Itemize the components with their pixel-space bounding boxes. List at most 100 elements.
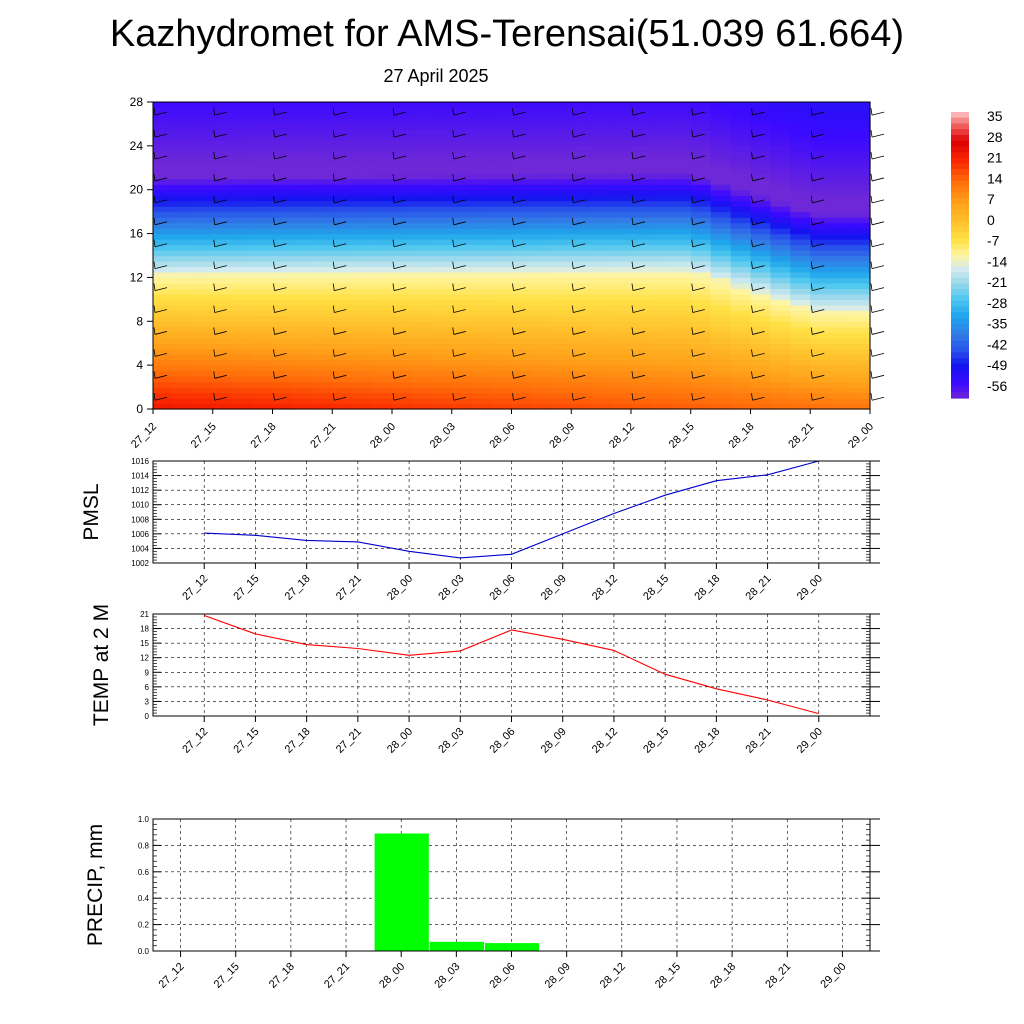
heatmap-cell: [591, 162, 612, 169]
heatmap-cell: [392, 315, 413, 322]
heatmap-cell: [411, 217, 433, 224]
heatmap-cell: [631, 288, 652, 295]
heatmap-cell: [690, 255, 712, 262]
wind-barb: [392, 283, 407, 291]
heatmap-cell: [670, 315, 692, 322]
heatmap-cell: [292, 392, 313, 399]
heatmap-cell: [551, 118, 572, 125]
heatmap-cell: [491, 167, 513, 174]
heatmap-cell: [491, 365, 513, 372]
heatmap-cell: [571, 293, 592, 300]
heatmap-cell: [252, 365, 274, 372]
heatmap-cell: [332, 173, 353, 180]
heatmap-cell: [172, 260, 194, 268]
heatmap-cell: [631, 118, 652, 125]
heatmap-cell: [192, 189, 214, 196]
heatmap-cell: [153, 123, 174, 131]
heatmap-cell: [571, 343, 592, 350]
heatmap-cell: [392, 343, 413, 350]
heatmap-cell: [451, 140, 473, 147]
heatmap-cell: [830, 387, 851, 394]
heatmap-cell: [551, 403, 572, 410]
heatmap-cell: [192, 222, 214, 229]
heatmap-cell: [332, 354, 353, 361]
heatmap-cell: [192, 293, 214, 300]
heatmap-cell: [551, 315, 572, 322]
y-tick-label: 24: [130, 139, 144, 153]
heatmap-cell: [431, 211, 453, 218]
heatmap-cell: [631, 211, 652, 218]
heatmap-cell: [830, 365, 851, 372]
heatmap-cell: [750, 354, 772, 361]
heatmap-cell: [830, 217, 851, 224]
heatmap-cell: [252, 282, 274, 289]
heatmap-cell: [471, 167, 493, 174]
heatmap-cell: [232, 277, 254, 284]
heatmap-cell: [591, 118, 612, 125]
heatmap-cell: [153, 288, 174, 295]
heatmap-cell: [272, 348, 294, 355]
heatmap-cell: [551, 365, 572, 372]
heatmap-cell: [272, 239, 294, 246]
heatmap-cell: [770, 387, 791, 394]
heatmap-cell: [292, 310, 313, 317]
heatmap-cell: [352, 299, 373, 306]
heatmap-cell: [332, 288, 353, 295]
heatmap-cell: [491, 184, 513, 191]
heatmap-cell: [153, 381, 174, 388]
heatmap-cell: [611, 134, 632, 141]
wind-barb: [512, 151, 526, 160]
wind-barb: [571, 327, 586, 335]
heatmap-cell: [232, 129, 254, 136]
heatmap-cell: [272, 184, 294, 191]
heatmap-cell: [212, 200, 234, 207]
heatmap-cell: [431, 315, 453, 322]
heatmap-cell: [172, 271, 194, 279]
heatmap-cell: [252, 151, 274, 158]
heatmap-cell: [491, 288, 513, 295]
heatmap-cell: [372, 140, 393, 147]
heatmap-cell: [591, 233, 612, 240]
heatmap-cell: [591, 167, 612, 174]
chart-title: Kazhydromet for AMS-Terensai(51.039 61.6…: [109, 13, 905, 55]
heatmap-cell: [770, 195, 791, 202]
wind-barb: [153, 195, 168, 204]
heatmap-cell: [252, 156, 274, 163]
x-tick-label: 27_15: [231, 726, 261, 756]
heatmap-cell: [631, 184, 652, 191]
heatmap-cell: [850, 293, 871, 300]
heatmap-cell: [312, 343, 333, 350]
wind-barb: [392, 349, 407, 357]
heatmap-cell: [272, 162, 294, 169]
heatmap-cell: [690, 310, 712, 317]
heatmap-cell: [790, 343, 811, 350]
heatmap-cell: [591, 102, 612, 109]
x-tick-label: 28_15: [667, 421, 697, 451]
y-tick-label: 1006: [131, 530, 149, 539]
heatmap-cell: [571, 162, 592, 169]
heatmap-cell: [292, 250, 313, 257]
colorbar-segment: [951, 340, 969, 348]
heatmap-cell: [810, 102, 831, 109]
heatmap-cell: [372, 260, 393, 268]
heatmap-cell: [730, 321, 752, 328]
wind-barb: [870, 393, 885, 401]
heatmap-cell: [571, 403, 592, 410]
heatmap-cell: [551, 370, 572, 377]
heatmap-cell: [411, 233, 433, 240]
heatmap-cell: [372, 250, 393, 257]
heatmap-cell: [690, 151, 712, 158]
x-tick-label: 29_00: [795, 573, 825, 603]
heatmap-cell: [491, 107, 513, 114]
heatmap-cell: [292, 266, 313, 273]
heatmap-cell: [471, 189, 493, 196]
heatmap-cell: [352, 332, 373, 339]
colorbar-segment: [951, 357, 969, 365]
wind-barb: [392, 195, 407, 204]
wind-barb: [392, 217, 407, 226]
heatmap-cell: [810, 315, 831, 322]
heatmap-cell: [172, 387, 194, 394]
heatmap-cell: [611, 282, 632, 289]
heatmap-cell: [431, 129, 453, 136]
heatmap-cell: [770, 398, 791, 405]
